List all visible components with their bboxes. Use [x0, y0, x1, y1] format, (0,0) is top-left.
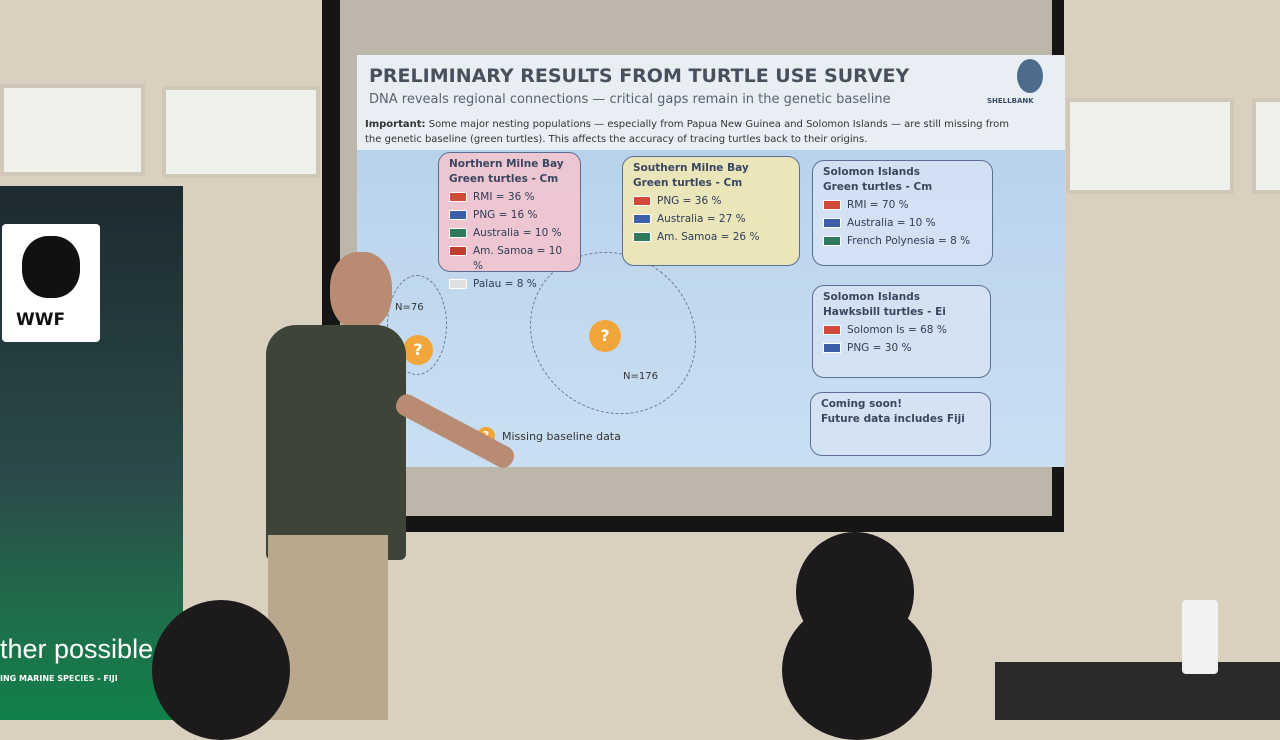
- presenter-shirt: [266, 325, 406, 560]
- panda-icon: [22, 236, 80, 298]
- slide-subtitle: DNA reveals regional connections — criti…: [369, 92, 891, 107]
- result-box: Northern Milne Bay Green turtles - Cm RMI …: [438, 152, 581, 290]
- banner-subline: ING MARINE SPECIES - FIJI: [0, 674, 118, 683]
- flag-icon: [449, 279, 467, 289]
- important-note: Important: Some major nesting population…: [365, 117, 1025, 147]
- window: [0, 84, 145, 176]
- box-title: Coming soon!: [821, 398, 903, 410]
- flag-icon: [449, 192, 467, 202]
- box-title: Hawksbill turtles - Ei: [823, 306, 946, 318]
- box-item: PNG = 36 %: [633, 194, 789, 209]
- paper-roll: [1182, 600, 1218, 674]
- box-item: PNG = 16 %: [449, 208, 570, 223]
- banner-tagline: ther possible: [0, 634, 154, 664]
- result-box: Solomon Islands Green turtles - Cm RMI = 7…: [812, 160, 993, 266]
- result-box: Solomon Islands Hawksbill turtles - Ei Sol…: [812, 285, 991, 378]
- box-item: Australia = 10 %: [449, 226, 570, 241]
- legend-text: Missing baseline data: [502, 430, 621, 443]
- audience-head: [782, 600, 932, 740]
- box-item: Australia = 10 %: [823, 216, 982, 231]
- flag-icon: [823, 325, 841, 335]
- box-item: Palau = 8 %: [449, 277, 570, 292]
- presenter-trousers: [268, 535, 388, 720]
- missing-marker: ?: [589, 320, 621, 352]
- map-label: N=176: [623, 371, 658, 382]
- table: [995, 662, 1280, 720]
- logo: SHELLBANK: [987, 97, 1034, 105]
- window: [1252, 98, 1280, 194]
- flag-icon: [633, 232, 651, 242]
- box-item: RMI = 36 %: [449, 190, 570, 205]
- result-box: Southern Milne Bay Green turtles - Cm PNG …: [622, 156, 800, 266]
- slide: PRELIMINARY RESULTS FROM TURTLE USE SURV…: [357, 55, 1065, 467]
- box-title: Green turtles - Cm: [633, 177, 743, 189]
- important-label: Important:: [365, 119, 426, 130]
- window: [1066, 98, 1234, 194]
- result-box: Coming soon! Future data includes Fiji: [810, 392, 991, 456]
- window: [162, 86, 320, 178]
- audience-head: [152, 600, 290, 740]
- important-text: Some major nesting populations — especia…: [365, 119, 1009, 145]
- box-item: PNG = 30 %: [823, 341, 980, 356]
- box-title: Green turtles - Cm: [823, 181, 933, 193]
- box-item: Australia = 27 %: [633, 212, 789, 227]
- missing-marker: ?: [403, 335, 433, 365]
- flag-icon: [823, 236, 841, 246]
- box-title: Solomon Islands: [823, 166, 920, 178]
- wwf-banner: WWF ther possible ING MARINE SPECIES - F…: [0, 186, 183, 720]
- box-item: Am. Samoa = 10 %: [449, 244, 570, 274]
- box-title: Southern Milne Bay: [633, 162, 749, 174]
- flag-icon: [823, 218, 841, 228]
- flag-icon: [633, 214, 651, 224]
- slide-title: PRELIMINARY RESULTS FROM TURTLE USE SURV…: [369, 65, 910, 87]
- box-item: French Polynesia = 8 %: [823, 234, 982, 249]
- flag-icon: [449, 228, 467, 238]
- map-label: N=76: [395, 302, 424, 313]
- logo-icon: [1017, 59, 1043, 93]
- box-item: Am. Samoa = 26 %: [633, 230, 789, 245]
- box-title: Green turtles - Cm: [449, 173, 559, 185]
- flag-icon: [449, 210, 467, 220]
- box-title: Northern Milne Bay: [449, 158, 564, 170]
- flag-icon: [823, 200, 841, 210]
- flag-icon: [823, 343, 841, 353]
- box-title: Future data includes Fiji: [821, 413, 965, 425]
- presenter-head: [330, 252, 392, 330]
- region-ellipse: [387, 275, 447, 375]
- flag-icon: [633, 196, 651, 206]
- box-title: Solomon Islands: [823, 291, 920, 303]
- box-item: RMI = 70 %: [823, 198, 982, 213]
- wwf-logo: WWF: [16, 310, 66, 330]
- box-item: Solomon Is = 68 %: [823, 323, 980, 338]
- flag-icon: [449, 246, 467, 256]
